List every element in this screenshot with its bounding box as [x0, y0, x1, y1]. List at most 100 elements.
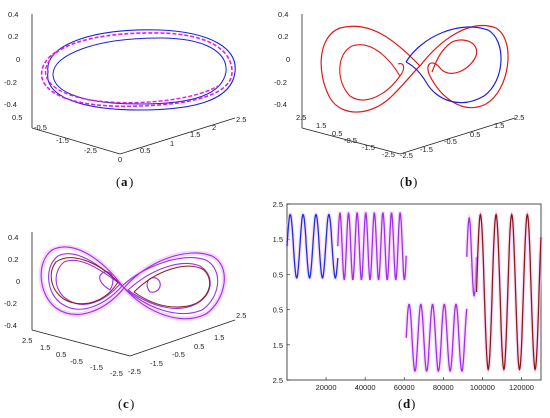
- panel-c-y-tick: 0.5: [56, 350, 66, 359]
- panel-b-x-tick: -2.5: [400, 151, 413, 160]
- panel-a-y-tick: -2.5: [84, 146, 97, 155]
- panel-d-y-ticks: 2.5 1.5 0.5 0.5 1.5 2.5: [273, 200, 290, 385]
- panel-c-y-tick: 1.5: [40, 343, 50, 352]
- panel-b: 0.4 0.2 0 -0.2 -0.4 2.5 1.5 0.5 -0.5 -1.…: [274, 10, 524, 189]
- panel-c-x-tick: -2.5: [128, 367, 141, 376]
- panel-a-caption-letter: a: [121, 174, 128, 189]
- panel-c-z-tick: -0.2: [4, 299, 17, 308]
- panel-b-x-tick: 0.5: [470, 130, 480, 139]
- panel-a-y-tick: -1.5: [56, 136, 69, 145]
- panel-b-series-red-right: [419, 25, 509, 109]
- panel-a-caption-open: (: [116, 174, 120, 189]
- panel-a-x-axis: [119, 117, 236, 155]
- panel-d-y-tick-label: 2.5: [273, 200, 283, 209]
- panel-c: 0.4 0.2 0 -0.2 -0.4 2.5 1.5 0.5 -0.5 -1.…: [4, 232, 246, 411]
- panel-d-series-line: [337, 212, 407, 280]
- panel-d-x-tick-label: 40000: [355, 383, 376, 392]
- panel-a-x-tick: 2: [212, 123, 216, 132]
- panel-c-caption-open: (: [118, 396, 122, 411]
- panel-d-series-line: [405, 303, 468, 372]
- panel-d-caption-close: ): [411, 396, 415, 411]
- panel-b-caption-open: (: [400, 174, 404, 189]
- panel-b-y-axis: [301, 127, 401, 155]
- panel-a-series-blue: [47, 29, 236, 111]
- panel-b-z-tick: -0.4: [274, 100, 287, 109]
- panel-b-x-tick: 1.5: [494, 121, 504, 130]
- panel-a-z-tick: 0.4: [8, 10, 18, 19]
- panel-b-x-tick: -0.5: [444, 137, 457, 146]
- panel-b-y-tick: -0.5: [344, 136, 357, 145]
- panel-a-series-magenta: [40, 32, 233, 108]
- panel-c-x-tick: 2.5: [236, 311, 246, 320]
- panel-c-z-tick: 0.2: [8, 255, 18, 264]
- panel-c-series-darkred: [50, 257, 210, 308]
- panel-c-caption-close: ): [130, 396, 134, 411]
- panel-c-y-tick: -1.5: [90, 363, 103, 372]
- panel-a-x-tick: 1.5: [190, 130, 200, 139]
- panel-d-x-tick-label: 100000: [470, 383, 495, 392]
- panel-b-x-tick: -1.5: [420, 145, 433, 154]
- panel-a-caption-close: ): [129, 174, 133, 189]
- panel-a-z-tick: -0.4: [4, 100, 17, 109]
- panel-c-x-tick: 0.5: [194, 342, 204, 351]
- panel-a-z-tick: -0.2: [4, 78, 17, 87]
- panel-c-z-tick: 0: [16, 277, 20, 286]
- panel-c-z-tick: 0.4: [8, 233, 18, 242]
- panel-d-y-tick-label: 1.5: [273, 341, 283, 350]
- panel-d: 2.5 1.5 0.5 0.5 1.5 2.5 20000 40000 60000 80000 1…: [273, 200, 543, 411]
- panel-b-z-tick: 0.2: [278, 32, 288, 41]
- panel-d-y-tick-label: 0.5: [273, 306, 283, 315]
- panel-a-x-tick: 1: [170, 139, 174, 148]
- panel-c-y-axis: [31, 329, 131, 357]
- panel-d-y-tick-label: 1.5: [273, 235, 283, 244]
- panel-d-y-tick-label: 0.5: [273, 270, 283, 279]
- panel-b-series-red-left-outer: [320, 25, 421, 113]
- panel-d-series-line: [286, 213, 339, 279]
- panel-a-x-tick: 0: [118, 155, 122, 164]
- panel-a-y-axis: [31, 127, 121, 155]
- panel-d-series-line: [475, 212, 542, 372]
- panel-b-y-tick: -2.5: [382, 150, 395, 159]
- panel-b-y-tick: 2.5: [296, 113, 306, 122]
- panel-b-series-red-left-inner: [339, 44, 405, 101]
- panel-b-y-tick: 0.5: [332, 129, 342, 138]
- panel-d-x-ticks: 20000 40000 60000 80000 100000 120000: [316, 377, 534, 392]
- panel-b-x-axis: [399, 117, 516, 155]
- panel-a-y-tick: 0.5: [12, 113, 22, 122]
- panel-a-x-tick: 2.5: [236, 115, 246, 124]
- panel-c-x-tick: -0.5: [172, 350, 185, 359]
- panel-b-y-tick: -1.5: [362, 143, 375, 152]
- panel-b-x-tick: 2.5: [514, 113, 524, 122]
- panel-c-x-tick: -1.5: [150, 359, 163, 368]
- panel-a-x-tick: 0.5: [140, 146, 150, 155]
- panel-b-caption-close: ): [413, 174, 417, 189]
- panel-d-lines: [285, 209, 543, 375]
- panel-d-caption-open: (: [398, 396, 402, 411]
- panel-c-y-tick: 2.5: [22, 336, 32, 345]
- panel-c-z-tick: -0.4: [4, 321, 17, 330]
- panel-c-x-tick: 1.5: [214, 333, 224, 342]
- panel-d-x-tick-label: 80000: [433, 383, 454, 392]
- panel-d-caption-letter: d: [403, 396, 411, 411]
- panel-c-caption-letter: c: [123, 396, 129, 411]
- panel-b-y-tick: 1.5: [316, 121, 326, 130]
- panel-b-z-tick: -0.2: [274, 78, 287, 87]
- panel-d-x-tick-label: 60000: [394, 383, 415, 392]
- panel-a-z-tick: 0.2: [8, 32, 18, 41]
- panel-b-z-tick: 0: [286, 55, 290, 64]
- panel-b-series-blue: [405, 26, 502, 104]
- panel-a-y-tick: -0.5: [34, 123, 47, 132]
- panel-a-z-tick: 0: [16, 55, 20, 64]
- panel-a-series-blue-inner: [52, 37, 227, 105]
- panel-d-x-tick-label: 120000: [509, 383, 534, 392]
- panel-c-y-tick: -0.5: [70, 357, 83, 366]
- panel-c-y-tick: -2.5: [110, 369, 123, 378]
- panel-a: 0.4 0.2 0 -0.2 -0.4 0.5 -0.5 -1.5 -2.5 0…: [4, 10, 246, 189]
- panel-d-y-tick-label: 2.5: [273, 376, 283, 385]
- panel-c-x-axis: [129, 319, 236, 357]
- panel-b-caption-letter: b: [405, 174, 412, 189]
- panel-d-x-tick-label: 20000: [316, 383, 337, 392]
- panel-a-series-magenta-inner: [44, 59, 219, 104]
- panel-b-z-tick: 0.4: [278, 10, 288, 19]
